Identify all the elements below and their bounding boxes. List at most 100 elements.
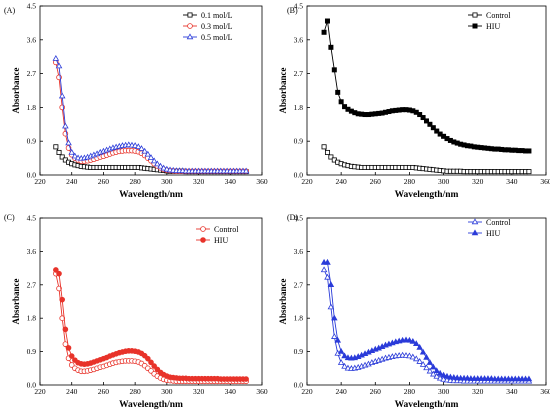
data-point [141,147,148,154]
data-point [525,375,533,382]
y-tick-label: 2.7 [294,280,304,289]
legend-marker [471,229,479,236]
data-point [434,128,440,134]
data-point [53,144,59,150]
data-point [320,266,328,273]
y-tick-label: 3.6 [27,247,37,256]
data-point [328,154,334,160]
data-point [327,303,335,310]
series-line [324,262,529,380]
data-point [324,149,330,155]
data-point [526,148,532,154]
x-tick-label: 340 [506,177,518,186]
data-point [440,375,447,382]
series-2 [53,267,249,382]
data-point [420,115,426,121]
legend-marker [187,23,193,29]
chart-panel-1: (A) 0.0 0.9 1.8 2.7 3.6 4.5 220 240 260 280 300 320 3… [4,2,268,201]
data-point [68,148,75,155]
x-tick-label: 220 [301,387,313,396]
y-tick-label: 4.5 [27,214,37,223]
data-point [71,152,79,159]
x-tick-label: 360 [540,387,550,396]
legend-entry: 0.5 mol/L [201,33,233,42]
data-point [151,363,157,369]
data-point [423,364,430,371]
x-tick-label: 300 [438,177,450,186]
legend-marker [472,23,478,29]
y-tick-label: 3.6 [294,35,304,44]
x-tick-label: 300 [438,387,450,396]
x-tick-label: 320 [193,177,205,186]
x-tick-label: 260 [370,387,382,396]
data-point [56,270,62,277]
x-tick-label: 220 [34,387,46,396]
y-tick-label: 0.0 [294,171,304,180]
x-tick-label: 280 [404,387,416,396]
x-axis-title: Wavelength/nm [119,190,183,200]
data-point [412,340,420,347]
data-point [327,281,335,288]
x-tick-label: 280 [130,177,142,186]
data-point [59,154,65,160]
panel-label: (A) [4,6,15,15]
x-tick-label: 240 [66,177,78,186]
data-point [157,162,164,169]
data-point [342,104,348,110]
x-tick-label: 240 [66,387,78,396]
data-point [341,362,348,369]
x-tick-label: 240 [336,177,348,186]
x-tick-label: 260 [370,177,382,186]
data-point [331,333,338,339]
legend: Control HIU [468,11,511,31]
data-point [52,54,60,61]
legend-marker [200,237,206,243]
y-tick-label: 1.8 [27,314,37,323]
x-tick-label: 220 [34,177,46,186]
x-tick-label: 260 [98,387,110,396]
legend-entry: Control [214,225,239,234]
panel-label: (B) [287,6,298,15]
x-axis-title: Wavelength/nm [119,400,183,410]
data-point [328,44,334,50]
y-tick-label: 2.7 [27,69,37,78]
data-point [145,355,151,362]
x-tick-label: 260 [98,177,110,186]
series-1 [53,270,249,385]
data-point [440,371,447,378]
y-tick-label: 4.5 [294,214,304,223]
x-tick-label: 300 [161,387,173,396]
data-point [335,89,341,95]
x-axis-title: Wavelength/nm [395,190,459,200]
data-point [419,348,427,355]
series-2 [321,18,532,154]
data-point [321,144,327,150]
series-line [323,20,529,152]
data-point [62,122,69,129]
y-tick-label: 2.7 [294,69,304,78]
chart-panel-4: (D) 0.0 0.9 1.8 2.7 3.6 4.5 220 240 260 280 300 320 3… [278,213,550,410]
data-point [409,337,417,344]
data-point [426,367,434,374]
x-tick-label: 340 [506,387,518,396]
legend-marker [472,12,478,18]
data-point [135,143,142,150]
x-tick-label: 300 [161,177,173,186]
legend-entry: 0.3 mol/L [201,22,233,31]
data-point [416,358,423,364]
y-tick-label: 2.7 [27,280,37,289]
plot-frame [306,217,547,386]
legend-marker [186,33,194,40]
plot-frame [306,5,547,176]
series-2 [320,258,533,382]
data-point [423,353,430,360]
data-point [338,99,344,105]
data-point [53,267,59,273]
data-point [436,369,444,376]
data-point [433,367,441,374]
data-point [55,62,63,69]
x-tick-label: 340 [225,387,237,396]
data-point [56,149,62,155]
series-3 [52,54,250,174]
